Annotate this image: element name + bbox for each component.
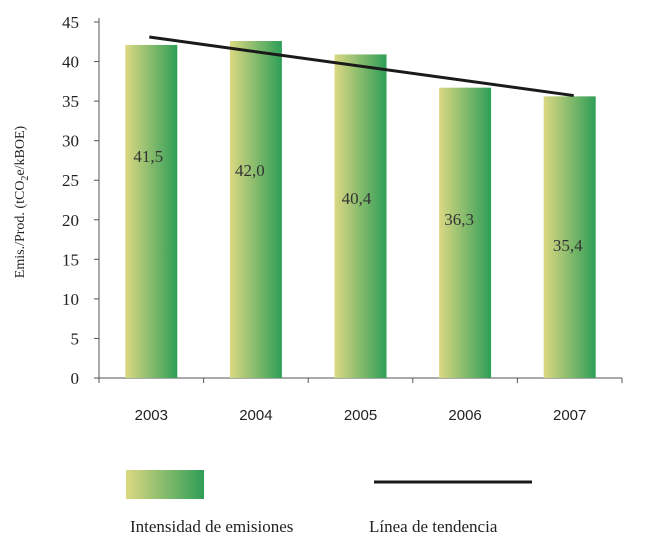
x-tick-label: 2004 [239, 407, 272, 424]
x-tick-label: 2007 [553, 407, 586, 424]
y-ticks: 0 5 10 15 20 25 30 35 40 45 [62, 13, 99, 388]
y-tick-label: 40 [62, 53, 79, 72]
data-label: 41,5 [133, 147, 163, 166]
y-axis-title: Emis./Prod. (tCO2e/kBOE) [13, 125, 31, 278]
legend-label-trendline: Línea de tendencia [369, 517, 498, 536]
trendline-group [149, 35, 574, 98]
bars [125, 40, 596, 379]
svg-text:Emis./Prod. (tCO2e/kBOE): Emis./Prod. (tCO2e/kBOE) [13, 125, 31, 278]
y-tick-label: 15 [62, 250, 79, 269]
legend: Intensidad de emisiones Línea de tendenc… [126, 470, 532, 536]
legend-label-emissions: Intensidad de emisiones [130, 517, 293, 536]
data-label: 40,4 [342, 189, 372, 208]
data-labels: 41,5 42,0 40,4 36,3 35,4 [133, 147, 583, 255]
x-tick-label: 2006 [448, 407, 481, 424]
y-axis-title-part: Emis./Prod. (tCO [13, 181, 28, 279]
x-ticks: 2003 2004 2005 2006 2007 [98, 378, 623, 424]
y-tick-label: 0 [71, 369, 80, 388]
x-tick-label: 2005 [344, 407, 377, 424]
y-axis-title-part: e/kBOE) [13, 125, 28, 175]
bar [439, 87, 492, 378]
y-tick-label: 25 [62, 171, 79, 190]
y-tick-label: 5 [71, 329, 80, 348]
legend-swatch-emissions [126, 470, 204, 499]
data-label: 36,3 [444, 210, 474, 229]
bar [334, 54, 387, 379]
y-tick-label: 20 [62, 211, 79, 230]
data-label: 42,0 [235, 161, 265, 180]
trendline [149, 35, 574, 98]
bar [125, 44, 178, 378]
y-tick-label: 45 [62, 13, 79, 32]
y-axis-title-subscript: 2 [20, 176, 31, 181]
bar [229, 40, 282, 379]
bar [543, 96, 596, 378]
x-tick-label: 2003 [135, 407, 168, 424]
y-tick-label: 10 [62, 290, 79, 309]
data-label: 35,4 [553, 236, 583, 255]
y-tick-label: 35 [62, 92, 79, 111]
y-tick-label: 30 [62, 132, 79, 151]
